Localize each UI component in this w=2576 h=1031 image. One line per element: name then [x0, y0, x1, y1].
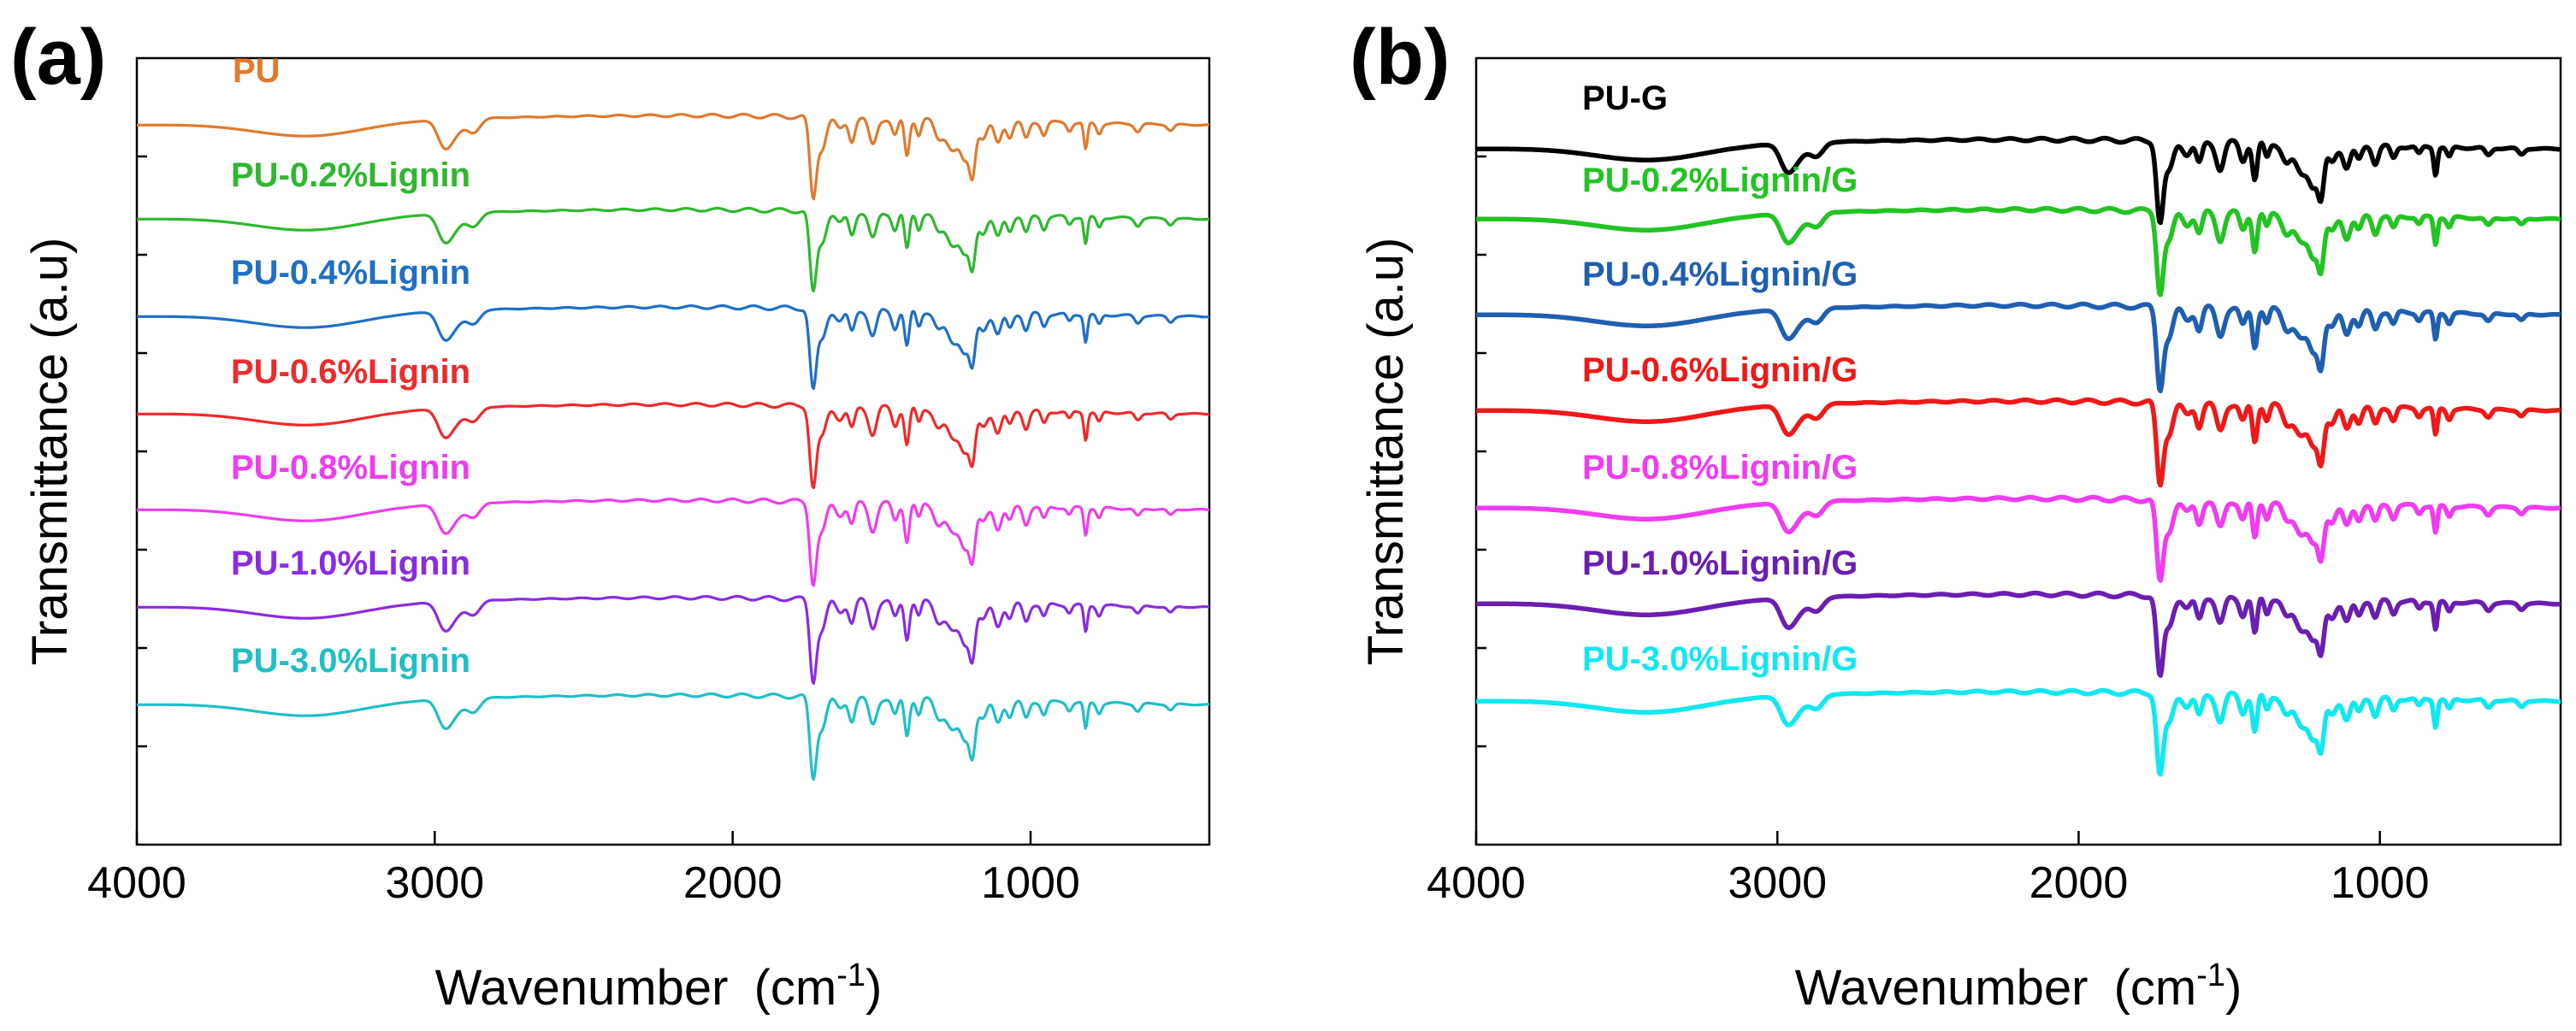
- x-tick-label: 3000: [1728, 858, 1827, 908]
- panel-b-xlabel-unit-exp: -1: [2196, 957, 2225, 993]
- panel-a-xlabel-unit-prefix: (cm: [754, 960, 837, 1016]
- series-line: [1474, 397, 2562, 488]
- series-line: [1474, 301, 2562, 394]
- series-label: PU-0.2%Lignin/G: [1582, 162, 1858, 199]
- series-line: [1474, 494, 2562, 583]
- panel-a-letter: (a): [10, 14, 106, 101]
- panel-a-series-labels: PU PU-0.2%Lignin PU-0.4%Lignin PU-0.6%Ligni…: [231, 52, 470, 680]
- panel-a-xlabel-unit-suffix: ): [866, 960, 882, 1016]
- series-label: PU: [233, 52, 281, 90]
- series-label: PU-0.8%Lignin: [231, 449, 470, 486]
- panel-b-xlabel-unit-suffix: ): [2225, 960, 2242, 1016]
- panel-b: (b) 4000 3000 2000 1000 PU-G PU-0.2%Lignin/G…: [1350, 14, 2562, 1016]
- series-line: [136, 303, 1210, 390]
- series-label: PU-0.8%Lignin/G: [1582, 449, 1858, 486]
- series-label: PU-3.0%Lignin/G: [1582, 640, 1858, 678]
- panel-b-xlabel-unit-prefix: (cm: [2114, 960, 2197, 1016]
- panel-a-xlabel-unit-exp: -1: [836, 957, 866, 993]
- panel-b-tick-labels: 4000 3000 2000 1000: [1427, 858, 2429, 908]
- panel-a-tick-labels: 4000 3000 2000 1000: [87, 858, 1080, 908]
- series-line: [136, 112, 1210, 201]
- series-label: PU-G: [1582, 80, 1668, 117]
- x-tick-label: 4000: [87, 858, 186, 908]
- series-line: [1474, 135, 2562, 226]
- panel-b-series-labels: PU-G PU-0.2%Lignin/G PU-0.4%Lignin/G PU-0.6…: [1582, 80, 1858, 678]
- panel-a-ticks: [135, 155, 1032, 845]
- panel-a-xlabel: Wavenumber (cm-1): [435, 957, 883, 1016]
- series-label: PU-0.2%Lignin: [231, 156, 470, 194]
- x-tick-label: 2000: [2029, 858, 2129, 908]
- series-line: [136, 692, 1210, 781]
- series-label: PU-1.0%Lignin: [231, 545, 470, 582]
- panel-a: (a) 4000 3000 2000 1000 PU PU-0.2%Lignin PU-0…: [10, 14, 1211, 1016]
- x-tick-label: 3000: [385, 858, 484, 908]
- x-tick-label: 1000: [2331, 858, 2430, 908]
- series-label: PU-0.4%Lignin/G: [1582, 256, 1858, 293]
- x-tick-label: 4000: [1427, 858, 1526, 908]
- series-label: PU-0.4%Lignin: [231, 254, 470, 292]
- series-label: PU-1.0%Lignin/G: [1582, 545, 1858, 582]
- x-tick-label: 1000: [981, 858, 1080, 908]
- panel-b-letter: (b): [1350, 14, 1450, 101]
- series-line: [136, 594, 1210, 685]
- panel-b-xlabel: Wavenumber (cm-1): [1795, 957, 2242, 1016]
- panel-b-ticks: [1474, 155, 2381, 845]
- series-line: [1474, 590, 2562, 678]
- panel-a-ylabel: Transmittance (a.u): [22, 238, 78, 666]
- x-tick-label: 2000: [683, 858, 783, 908]
- series-label: PU-0.6%Lignin/G: [1582, 351, 1858, 389]
- panel-b-ylabel: Transmittance (a.u): [1358, 238, 1414, 666]
- panel-b-series: [1474, 135, 2562, 777]
- series-line: [136, 401, 1210, 490]
- series-line: [1474, 205, 2562, 298]
- series-line: [1474, 687, 2562, 777]
- series-line: [136, 497, 1210, 587]
- panel-a-series: [136, 112, 1210, 781]
- series-label: PU-0.6%Lignin: [231, 353, 470, 391]
- series-line: [136, 206, 1210, 293]
- panel-b-xlabel-text: Wavenumber: [1795, 960, 2089, 1016]
- panel-a-xlabel-text: Wavenumber: [435, 960, 729, 1016]
- series-label: PU-3.0%Lignin: [231, 642, 470, 680]
